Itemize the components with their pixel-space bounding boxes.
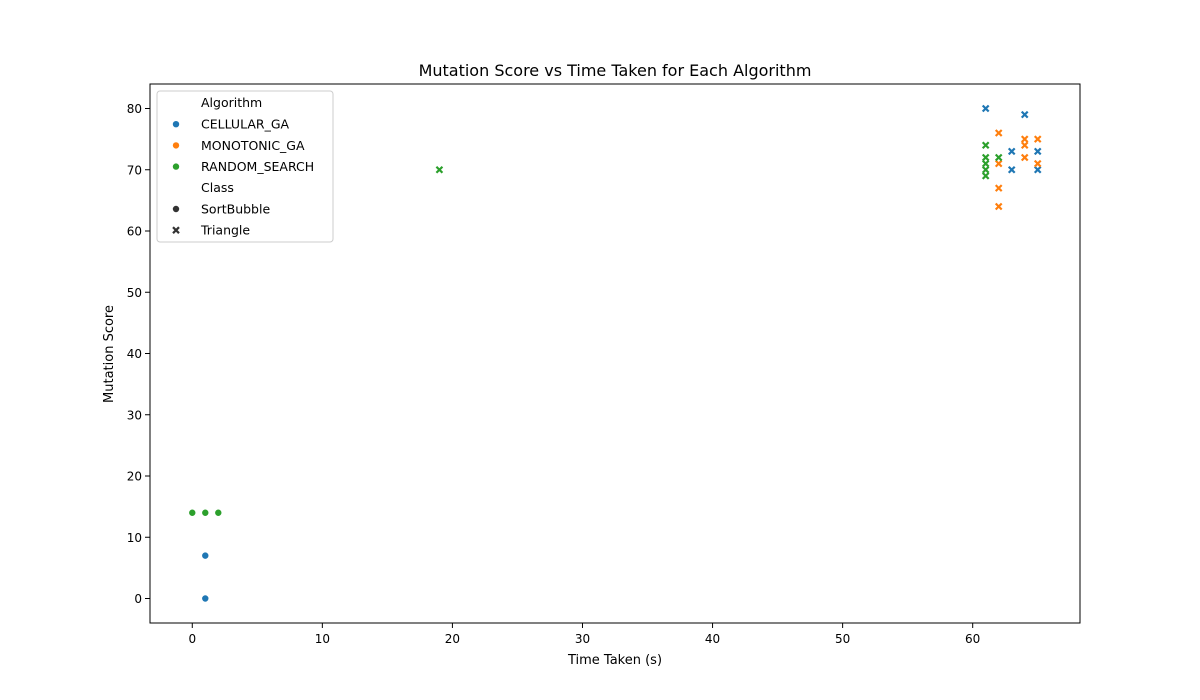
legend-item-label: SortBubble — [201, 202, 270, 217]
chart-title: Mutation Score vs Time Taken for Each Al… — [419, 61, 812, 80]
data-point — [981, 159, 990, 168]
legend-marker — [171, 141, 180, 150]
y-tick-label: 20 — [127, 470, 142, 484]
legend-marker — [171, 162, 180, 171]
legend-item-label: RANDOM_SEARCH — [201, 159, 314, 174]
legend-heading-algorithm: Algorithm — [201, 95, 262, 110]
x-tick-label: 40 — [705, 632, 720, 646]
series-cellular_ga-sortbubble — [201, 551, 210, 603]
data-point — [981, 104, 990, 113]
x-tick-label: 0 — [188, 632, 196, 646]
x-tick-label: 20 — [445, 632, 460, 646]
series-cellular_ga-triangle — [981, 104, 1042, 174]
axis-ticks: 0 10 20 30 40 50 60 0 10 20 30 40 50 60 70 80 — [127, 102, 981, 646]
x-axis-label: Time Taken (s) — [567, 653, 662, 668]
y-tick-label: 40 — [127, 347, 142, 361]
data-point — [981, 165, 990, 174]
data-point — [188, 508, 197, 517]
y-tick-label: 70 — [127, 163, 142, 177]
data-point — [994, 159, 1003, 168]
data-point — [1020, 153, 1029, 162]
data-point — [981, 141, 990, 150]
x-tick-label: 50 — [835, 632, 850, 646]
legend-heading-class: Class — [201, 180, 234, 195]
data-point — [1033, 135, 1042, 143]
series-random_search-triangle — [435, 141, 1003, 180]
data-point — [994, 153, 1003, 162]
data-point — [1020, 135, 1029, 143]
legend: Algorithm CELLULAR_GA MONOTONIC_GA RANDOM_S… — [156, 90, 334, 243]
plot-area — [188, 104, 1042, 603]
data-point — [201, 594, 210, 603]
y-tick-label: 50 — [127, 286, 142, 300]
data-point — [994, 184, 1003, 192]
x-tick-label: 10 — [315, 632, 330, 646]
data-point — [1007, 165, 1016, 174]
y-tick-label: 60 — [127, 225, 142, 239]
legend-marker — [172, 226, 180, 234]
data-point — [201, 508, 210, 517]
y-axis-label: Mutation Score — [102, 305, 117, 403]
data-point — [1033, 147, 1042, 156]
data-point — [1020, 141, 1029, 150]
y-tick-label: 30 — [127, 408, 142, 422]
data-point — [1007, 147, 1016, 156]
x-tick-label: 30 — [575, 632, 590, 646]
data-point — [994, 202, 1003, 211]
data-point — [435, 165, 444, 174]
data-point — [1033, 165, 1042, 174]
legend-item-label: MONOTONIC_GA — [201, 138, 305, 153]
data-point — [994, 129, 1003, 137]
legend-marker — [171, 204, 180, 213]
data-point — [981, 172, 990, 180]
series-monotonic_ga-triangle — [994, 129, 1042, 211]
data-point — [1020, 110, 1029, 119]
y-tick-label: 0 — [134, 592, 142, 606]
series-random_search-sortbubble — [188, 508, 223, 517]
legend-marker — [171, 120, 180, 129]
data-point — [214, 508, 223, 517]
data-point — [201, 551, 210, 560]
legend-box — [156, 90, 334, 243]
y-tick-label: 80 — [127, 102, 142, 116]
data-point — [1033, 159, 1042, 168]
y-tick-label: 10 — [127, 531, 142, 545]
legend-item-label: Triangle — [200, 223, 250, 238]
x-tick-label: 60 — [965, 632, 980, 646]
legend-item-label: CELLULAR_GA — [201, 117, 290, 132]
data-point — [981, 153, 990, 162]
